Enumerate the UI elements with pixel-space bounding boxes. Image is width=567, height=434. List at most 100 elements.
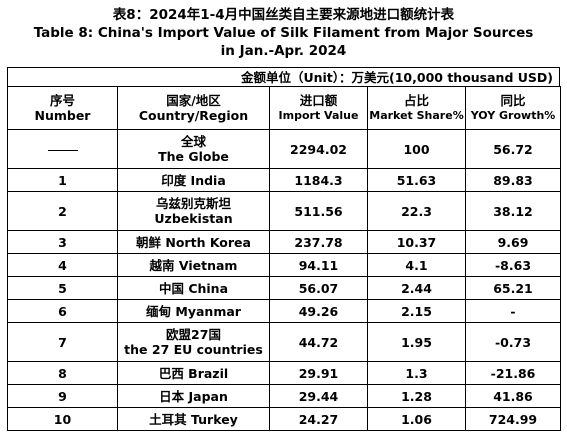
cell-country: 全球 The Globe [117, 129, 270, 169]
country-line1: 印度 India [161, 172, 226, 188]
cell-import-value: 49.26 [269, 299, 368, 323]
header-yoy-growth-zh: 同比 [500, 93, 526, 108]
table-row: 9 日本 Japan 29.44 1.28 41.86 [7, 384, 561, 408]
cell-market-share: 1.28 [367, 384, 466, 408]
header-country: 国家/地区 Country/Region [117, 86, 270, 130]
table-title: 表8：2024年1-4月中国丝类自主要来源地进口额统计表 Table 8: Ch… [0, 0, 567, 60]
cell-import-value: 237.78 [269, 230, 368, 254]
cell-import-value: 94.11 [269, 253, 368, 277]
cell-yoy-growth: 56.72 [465, 129, 561, 169]
cell-import-value: 44.72 [269, 322, 368, 362]
header-number-zh: 序号 [49, 93, 75, 108]
table-body: 全球 The Globe 2294.02 100 56.72 1 印度 India 1184.… [7, 129, 561, 431]
country-line1: 朝鲜 North Korea [136, 234, 251, 250]
cell-number: 7 [7, 322, 118, 362]
cell-number: 5 [7, 276, 118, 300]
header-market-share-zh: 占比 [403, 93, 429, 108]
table-row: 1 印度 India 1184.3 51.63 89.83 [7, 168, 561, 192]
header-row: 序号 Number 国家/地区 Country/Region 进口额 Impor… [7, 86, 561, 130]
country-line1: 全球 [180, 134, 206, 149]
cell-import-value: 2294.02 [269, 129, 368, 169]
country-line1: 日本 Japan [159, 388, 228, 404]
table-row: 10 土耳其 Turkey 24.27 1.06 724.99 [7, 407, 561, 431]
cell-import-value: 29.91 [269, 361, 368, 385]
cell-country: 越南 Vietnam [117, 253, 270, 277]
cell-import-value: 1184.3 [269, 168, 368, 192]
country-line1: 缅甸 Myanmar [146, 303, 241, 319]
cell-market-share: 51.63 [367, 168, 466, 192]
cell-number: 6 [7, 299, 118, 323]
cell-market-share: 1.3 [367, 361, 466, 385]
header-number: 序号 Number [7, 86, 118, 130]
header-import-value-zh: 进口额 [299, 93, 338, 108]
cell-market-share: 22.3 [367, 191, 466, 231]
table-row: 全球 The Globe 2294.02 100 56.72 [7, 129, 561, 169]
cell-country: 土耳其 Turkey [117, 407, 270, 431]
country-line1: 乌兹别克斯坦 [155, 196, 231, 211]
title-english-line1: Table 8: China's Import Value of Silk Fi… [33, 25, 534, 41]
cell-country: 巴西 Brazil [117, 361, 270, 385]
cell-import-value: 29.44 [269, 384, 368, 408]
cell-yoy-growth: 41.86 [465, 384, 561, 408]
table-row: 7 欧盟27国 the 27 EU countries 44.72 1.95 -0.73 [7, 322, 561, 362]
table-row: 4 越南 Vietnam 94.11 4.1 -8.63 [7, 253, 561, 277]
cell-yoy-growth: - [465, 299, 561, 323]
header-import-value: 进口额 Import Value [269, 86, 368, 130]
cell-number: 10 [7, 407, 118, 431]
title-english-line2: in Jan.-Apr. 2024 [220, 43, 347, 59]
table-row: 6 缅甸 Myanmar 49.26 2.15- [7, 299, 561, 323]
table-row: 5 中国 China 56.07 2.44 65.21 [7, 276, 561, 300]
header-country-en: Country/Region [138, 108, 249, 123]
cell-yoy-growth: -0.73 [465, 322, 561, 362]
cell-market-share: 1.95 [367, 322, 466, 362]
cell-yoy-growth: 724.99 [465, 407, 561, 431]
cell-country: 朝鲜 North Korea [117, 230, 270, 254]
dash-mark [47, 149, 78, 151]
country-line1: 欧盟27国 [166, 327, 221, 342]
country-line2: The Globe [158, 149, 229, 164]
cell-country: 缅甸 Myanmar [117, 299, 270, 323]
country-line2: the 27 EU countries [124, 342, 263, 357]
cell-number: 8 [7, 361, 118, 385]
cell-number: 3 [7, 230, 118, 254]
table-row: 2 乌兹别克斯坦 Uzbekistan 511.56 22.3 38.12 [7, 191, 561, 231]
header-number-en: Number [34, 108, 91, 123]
cell-import-value: 511.56 [269, 191, 368, 231]
cell-yoy-growth: -8.63 [465, 253, 561, 277]
cell-market-share: 1.06 [367, 407, 466, 431]
header-import-value-en: Import Value [278, 109, 359, 122]
cell-market-share: 2.44 [367, 276, 466, 300]
cell-market-share: 4.1 [367, 253, 466, 277]
header-market-share-en: Market Share% [369, 109, 464, 122]
cell-yoy-growth: 38.12 [465, 191, 561, 231]
cell-country: 日本 Japan [117, 384, 270, 408]
header-yoy-growth: 同比 YOY Growth% [465, 86, 561, 130]
title-chinese: 表8：2024年1-4月中国丝类自主要来源地进口额统计表 [112, 7, 455, 23]
country-line1: 巴西 Brazil [158, 365, 229, 381]
cell-yoy-growth: 89.83 [465, 168, 561, 192]
header-country-zh: 国家/地区 [166, 93, 221, 108]
cell-import-value: 56.07 [269, 276, 368, 300]
cell-country: 乌兹别克斯坦 Uzbekistan [117, 191, 270, 231]
cell-number: 1 [7, 168, 118, 192]
cell-yoy-growth: 65.21 [465, 276, 561, 300]
unit-note: 金额单位（Unit）：万美元(10,000 thousand USD) [7, 67, 560, 86]
cell-import-value: 24.27 [269, 407, 368, 431]
header-market-share: 占比 Market Share% [367, 86, 466, 130]
import-value-table: 序号 Number 国家/地区 Country/Region 进口额 Impor… [7, 86, 561, 431]
country-line1: 土耳其 Turkey [149, 411, 238, 427]
cell-market-share: 2.15 [367, 299, 466, 323]
cell-number: 9 [7, 384, 118, 408]
country-line2: Uzbekistan [154, 211, 233, 226]
cell-country: 中国 China [117, 276, 270, 300]
cell-yoy-growth: 9.69 [465, 230, 561, 254]
cell-market-share: 100 [367, 129, 466, 169]
cell-yoy-growth: -21.86 [465, 361, 561, 385]
cell-market-share: 10.37 [367, 230, 466, 254]
cell-number: 4 [7, 253, 118, 277]
header-yoy-growth-en: YOY Growth% [470, 109, 556, 122]
country-line1: 越南 Vietnam [149, 257, 238, 273]
cell-country: 印度 India [117, 168, 270, 192]
table-row: 8 巴西 Brazil 29.91 1.3 -21.86 [7, 361, 561, 385]
